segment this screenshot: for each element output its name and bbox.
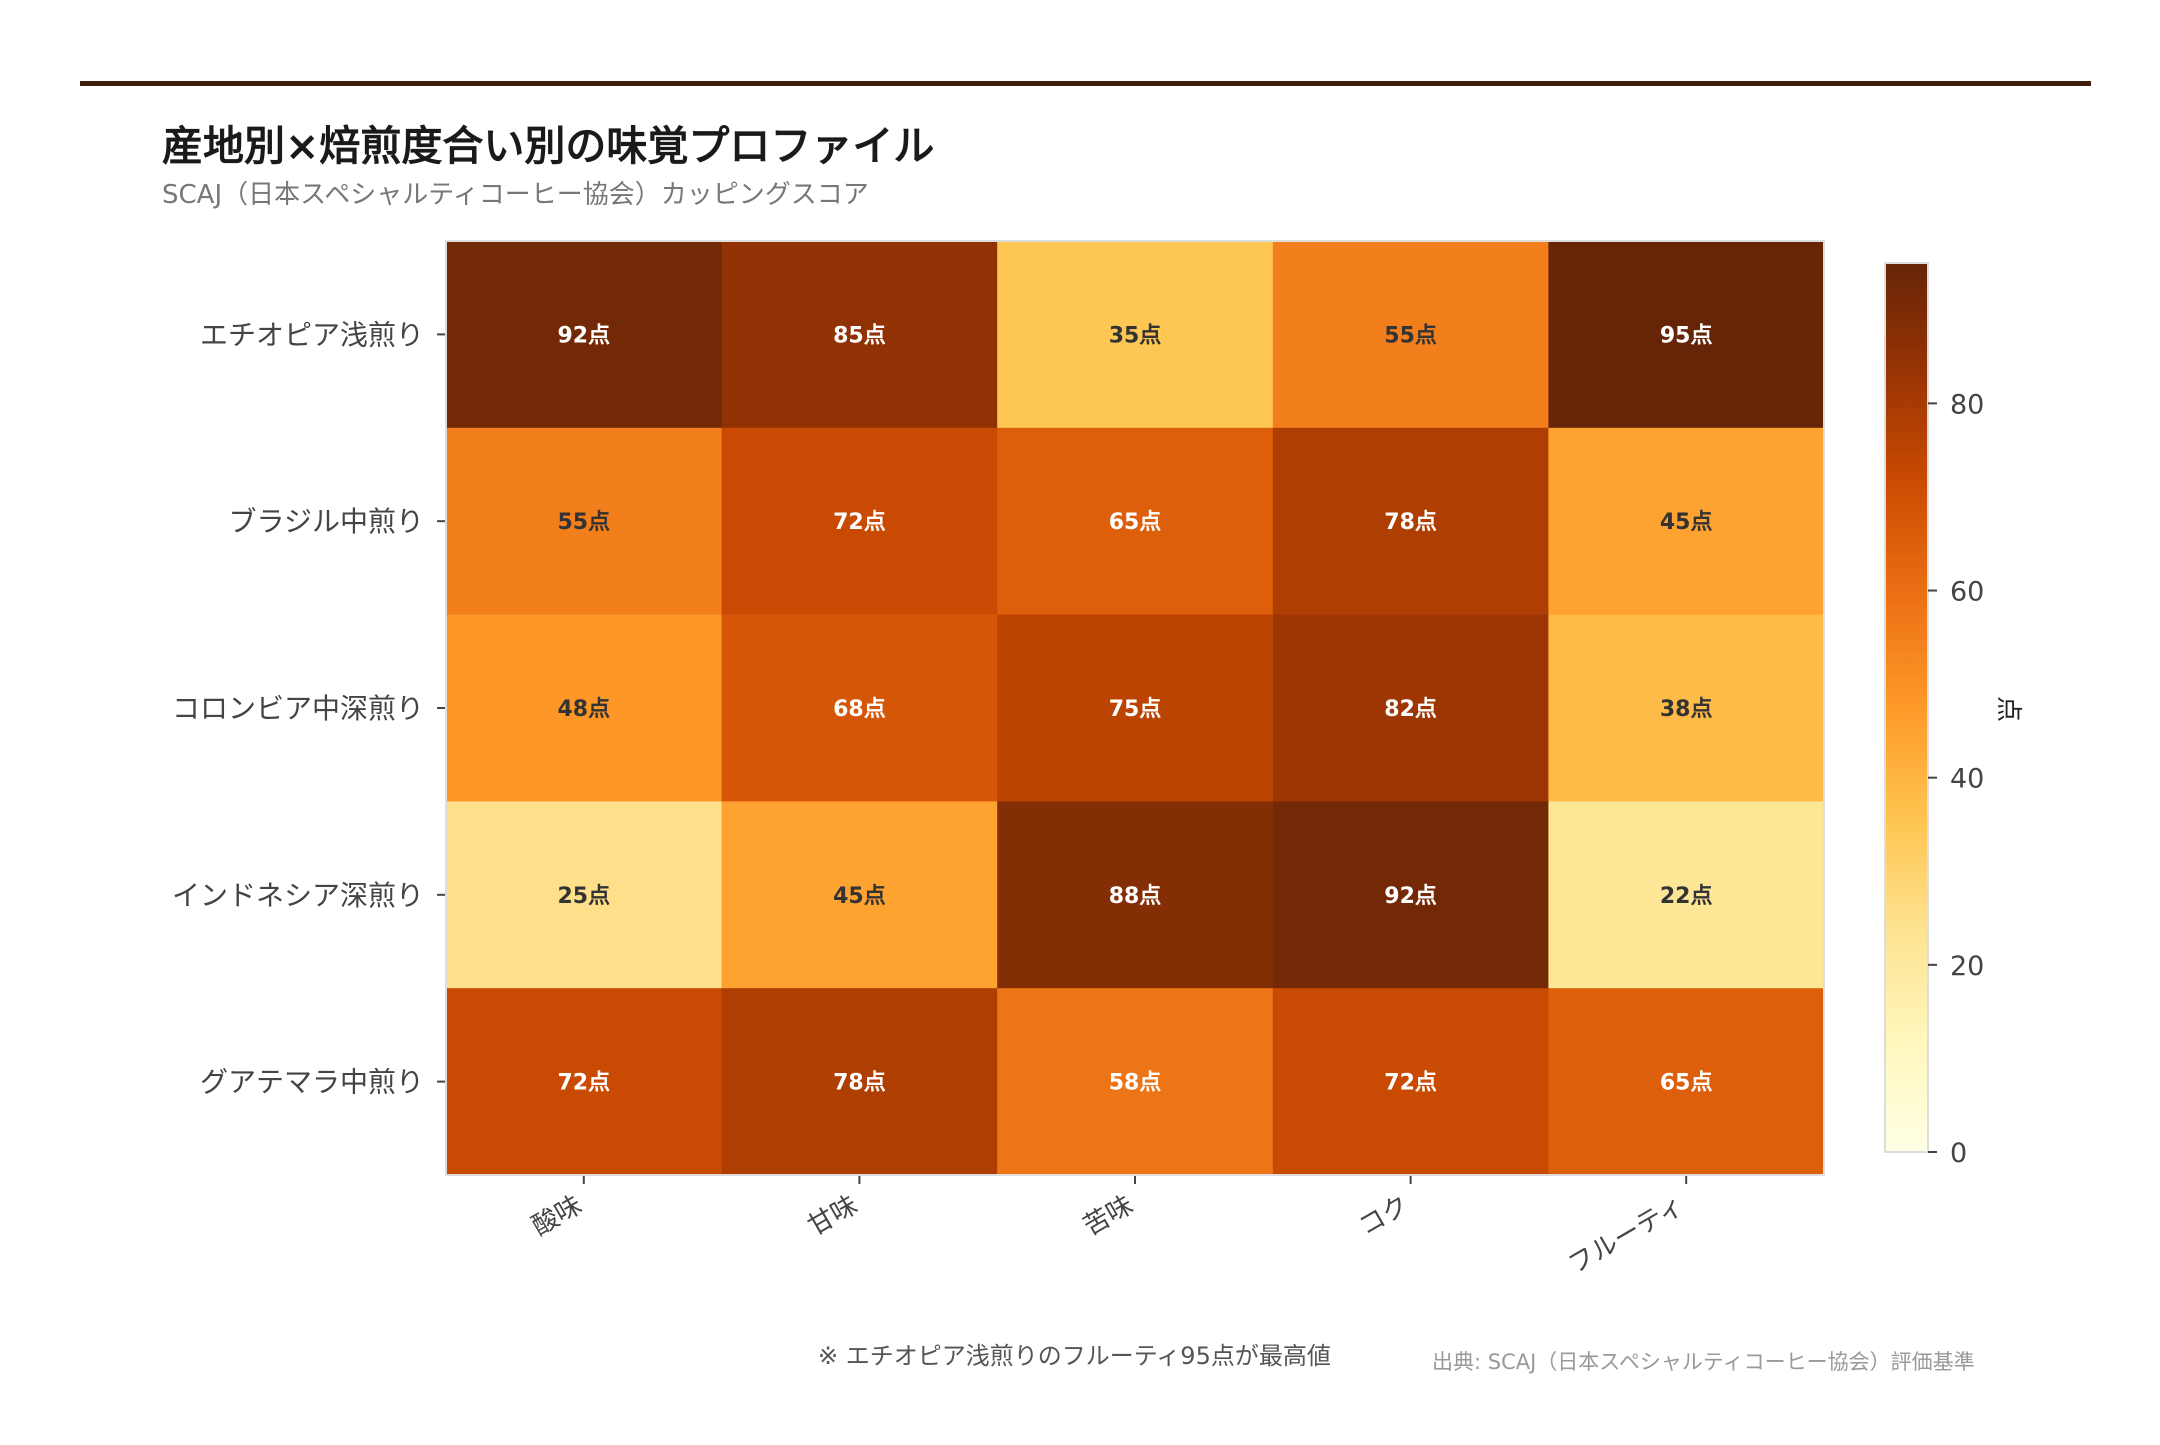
- heatmap-cell: [1272, 801, 1549, 989]
- cell-value-label: 38点: [1660, 696, 1713, 722]
- heatmap-cell: [721, 427, 998, 616]
- y-tick-label: エチオピア浅煎り: [200, 318, 424, 351]
- cell-value-label: 95点: [1660, 322, 1713, 348]
- heatmap-cells: [445, 240, 1825, 1176]
- x-tick-label: 甘味: [803, 1190, 863, 1242]
- heatmap-cell: [1272, 241, 1549, 429]
- colorbar: 0 20 40 60 80 点: [1884, 262, 2023, 1169]
- x-tick-label: 酸味: [527, 1190, 587, 1242]
- colorbar-gradient: [1884, 262, 1929, 1153]
- x-tick-label: コク: [1354, 1190, 1414, 1242]
- colorbar-tick-label: 0: [1950, 1138, 1967, 1169]
- heatmap-cell: [1272, 427, 1549, 616]
- cell-value-label: 55点: [557, 509, 610, 535]
- y-axis: エチオピア浅煎りブラジル中煎りコロンビア中深煎りインドネシア深煎りグアテマラ中煎…: [172, 318, 445, 1099]
- x-tick-label: 苦味: [1078, 1190, 1138, 1242]
- source-note: 出典: SCAJ（日本スペシャルティコーヒー協会）評価基準: [1432, 1350, 1975, 1374]
- cell-value-label: 45点: [833, 883, 886, 909]
- heatmap-cell: [446, 427, 723, 616]
- heatmap-cell: [997, 988, 1274, 1176]
- colorbar-label: 点: [1993, 696, 2023, 722]
- heatmap-cell: [1548, 801, 1825, 989]
- chart-subtitle: SCAJ（日本スペシャルティコーヒー協会）カッピングスコア: [162, 180, 869, 210]
- x-axis: 酸味 甘味 苦味 コク フルーティ: [527, 1176, 1690, 1280]
- footnote: ※ エチオピア浅煎りのフルーティ95点が最高値: [818, 1342, 1331, 1370]
- cell-value-label: 58点: [1109, 1070, 1162, 1096]
- y-tick-label: グアテマラ中煎り: [200, 1066, 424, 1099]
- cell-value-label: 92点: [557, 322, 610, 348]
- cell-value-label: 72点: [1384, 1070, 1437, 1096]
- top-rule: [80, 81, 2091, 86]
- cell-value-label: 75点: [1109, 696, 1162, 722]
- cell-value-label: 45点: [1660, 509, 1713, 535]
- y-tick-label: コロンビア中深煎り: [172, 692, 424, 725]
- cell-value-label: 35点: [1109, 322, 1162, 348]
- heatmap-cell: [1548, 427, 1825, 616]
- cell-value-label: 78点: [1384, 509, 1437, 535]
- heatmap-cell: [997, 241, 1274, 429]
- heatmap-cell: [1548, 988, 1825, 1176]
- cell-value-label: 92点: [1384, 883, 1437, 909]
- heatmap-cell: [446, 988, 723, 1176]
- heatmap-border: [445, 240, 1825, 1176]
- cell-value-label: 65点: [1109, 509, 1162, 535]
- chart-title: 産地別×焙煎度合い別の味覚プロファイル: [162, 122, 935, 170]
- cell-value-label: 22点: [1660, 883, 1713, 909]
- heatmap-cell: [997, 614, 1274, 802]
- heatmap-cell: [997, 801, 1274, 989]
- heatmap-cell: [446, 241, 723, 429]
- colorbar-tick-label: 80: [1950, 389, 1984, 420]
- cell-value-label: 78点: [833, 1070, 886, 1096]
- heatmap-cell: [1272, 614, 1549, 802]
- colorbar-tick-label: 20: [1950, 951, 1984, 982]
- cell-value-label: 85点: [833, 322, 886, 348]
- y-tick-label: インドネシア深煎り: [172, 879, 424, 912]
- cell-value-label: 72点: [557, 1070, 610, 1096]
- cell-value-label: 65点: [1660, 1070, 1713, 1096]
- cell-value-label: 25点: [557, 883, 610, 909]
- y-tick-label: ブラジル中煎り: [229, 505, 424, 538]
- heatmap-cell: [721, 988, 998, 1176]
- heatmap-cell: [721, 801, 998, 989]
- cell-labels: 92点 85点 35点 55点 95点 55点 72点 65点 78点 45点 48点 68点 75点 8…: [557, 322, 1712, 1095]
- heatmap-cell: [721, 241, 998, 429]
- heatmap-cell: [1272, 988, 1549, 1176]
- heatmap-cell: [446, 614, 723, 802]
- cell-value-label: 72点: [833, 509, 886, 535]
- heatmap-cell: [1548, 241, 1825, 429]
- heatmap-cell: [1548, 614, 1825, 802]
- cell-value-label: 88点: [1109, 883, 1162, 909]
- cell-value-label: 68点: [833, 696, 886, 722]
- heatmap-cell: [997, 427, 1274, 616]
- cell-value-label: 82点: [1384, 696, 1437, 722]
- heatmap-cell: [446, 801, 723, 989]
- heatmap-cell: [721, 614, 998, 802]
- cell-value-label: 48点: [557, 696, 610, 722]
- colorbar-tick-label: 60: [1950, 577, 1984, 608]
- x-tick-label: フルーティ: [1563, 1190, 1689, 1280]
- cell-value-label: 55点: [1384, 322, 1437, 348]
- colorbar-tick-label: 40: [1950, 764, 1984, 795]
